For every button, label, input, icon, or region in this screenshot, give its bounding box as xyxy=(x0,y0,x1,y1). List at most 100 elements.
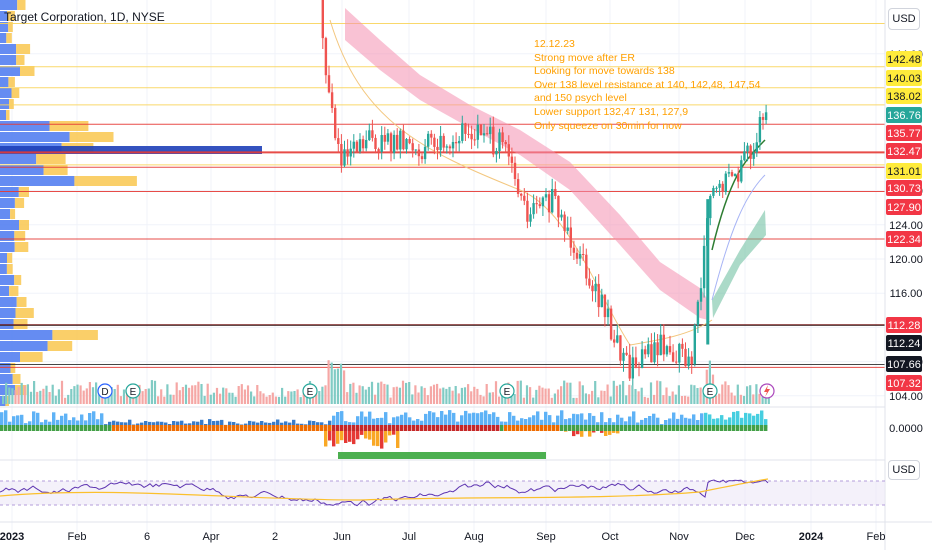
candle-body xyxy=(405,139,408,150)
volume-bar xyxy=(525,385,529,404)
osc-dot xyxy=(740,425,744,431)
price-label-tag: 140.03 xyxy=(886,70,922,86)
osc-dot xyxy=(744,425,748,431)
candle-body xyxy=(464,123,467,134)
osc-histogram-up xyxy=(452,412,456,428)
osc-dot xyxy=(16,425,20,431)
volume-bar xyxy=(91,387,95,404)
volume-profile-bar-down xyxy=(12,374,21,384)
osc-dot xyxy=(312,425,316,431)
volume-profile-bar-down xyxy=(20,352,43,362)
osc-histogram-up xyxy=(696,420,700,428)
candle-body xyxy=(374,137,377,149)
volume-bar xyxy=(485,384,488,404)
volume-bar xyxy=(321,386,324,404)
candle-body xyxy=(510,156,514,163)
osc-histogram-up xyxy=(356,416,360,428)
candle-body xyxy=(715,187,718,189)
osc-dot xyxy=(428,425,432,431)
volume-profile-bar-up xyxy=(0,242,15,252)
volume-bar xyxy=(206,383,209,404)
osc-dot xyxy=(764,425,768,431)
volume-bar xyxy=(677,385,680,404)
osc-dot xyxy=(20,425,24,431)
volume-bar xyxy=(457,393,460,404)
price-label-text: 112.28 xyxy=(888,320,921,332)
currency-button-lower[interactable]: USD xyxy=(888,460,920,480)
volume-bar xyxy=(234,396,237,404)
candle-body xyxy=(706,199,710,345)
volume-bar xyxy=(141,391,144,404)
osc-histogram-up xyxy=(608,418,612,428)
volume-bar xyxy=(290,391,293,404)
osc-dot xyxy=(84,425,88,431)
candle-body xyxy=(560,214,563,218)
time-tick-label: 2023 xyxy=(0,531,24,543)
volume-profile-bar-up xyxy=(0,385,15,395)
volume-bar xyxy=(665,387,668,404)
osc-dot xyxy=(756,425,760,431)
osc-histogram-up xyxy=(424,413,428,428)
osc-histogram-up xyxy=(20,414,24,428)
osc-dot xyxy=(224,425,228,431)
osc-dot xyxy=(716,425,720,431)
osc-histogram-up xyxy=(64,413,68,428)
volume-bar xyxy=(122,389,126,404)
volume-bar xyxy=(110,387,113,404)
candle-body xyxy=(423,146,427,160)
osc-dot xyxy=(692,425,696,431)
volume-profile-bar-up xyxy=(0,55,17,65)
candle-body xyxy=(476,124,479,140)
osc-dot xyxy=(108,425,112,431)
osc-dot xyxy=(532,425,536,431)
time-tick-label: Jul xyxy=(402,531,416,543)
osc-dot xyxy=(440,425,444,431)
osc-histogram-up xyxy=(720,415,724,428)
candle-body xyxy=(473,139,476,141)
osc-histogram-up xyxy=(616,414,620,428)
volume-bar xyxy=(26,384,29,404)
osc-dot xyxy=(140,425,144,431)
osc-histogram-up xyxy=(72,417,76,428)
volume-bar xyxy=(54,395,57,404)
osc-histogram-up xyxy=(360,411,364,428)
volume-bar xyxy=(358,385,361,404)
volume-profile-bar-down xyxy=(14,198,25,208)
volume-bar xyxy=(680,396,684,404)
osc-histogram-up xyxy=(252,421,256,428)
osc-histogram-up xyxy=(724,419,728,428)
osc-histogram-up xyxy=(160,421,164,428)
price-label-bg xyxy=(886,375,922,391)
volume-bar xyxy=(355,392,358,404)
event-circle xyxy=(302,383,318,399)
osc-dot xyxy=(192,425,196,431)
osc-histogram-up xyxy=(376,418,380,428)
volume-bar xyxy=(119,396,122,404)
volume-bar xyxy=(197,381,200,404)
candle-body xyxy=(489,126,492,135)
candle-body xyxy=(392,134,396,154)
currency-button[interactable]: USD xyxy=(888,8,920,30)
volume-bar xyxy=(643,396,646,404)
osc-histogram-down xyxy=(608,428,612,435)
osc-histogram-up xyxy=(420,420,424,428)
volume-profile-bar-up xyxy=(0,0,18,10)
volume-bar xyxy=(181,387,184,404)
volume-profile-bar-up xyxy=(0,44,17,54)
volume-profile-bar-down xyxy=(17,0,26,10)
candle-body xyxy=(591,285,594,292)
osc-dot xyxy=(556,425,560,431)
volume-bar xyxy=(14,390,17,404)
volume-bar xyxy=(349,383,352,404)
volume-profile-bar-down xyxy=(15,308,34,318)
osc-histogram-up xyxy=(536,411,540,428)
price-label-tag: 135.77 xyxy=(886,125,922,141)
volume-bar xyxy=(296,389,299,404)
time-tick-label: Oct xyxy=(601,531,618,543)
osc-histogram-up xyxy=(620,417,624,428)
volume-bar xyxy=(439,388,442,404)
osc-dot xyxy=(288,425,292,431)
volume-bar xyxy=(312,392,315,404)
volume-profile-bar-up xyxy=(0,352,20,362)
